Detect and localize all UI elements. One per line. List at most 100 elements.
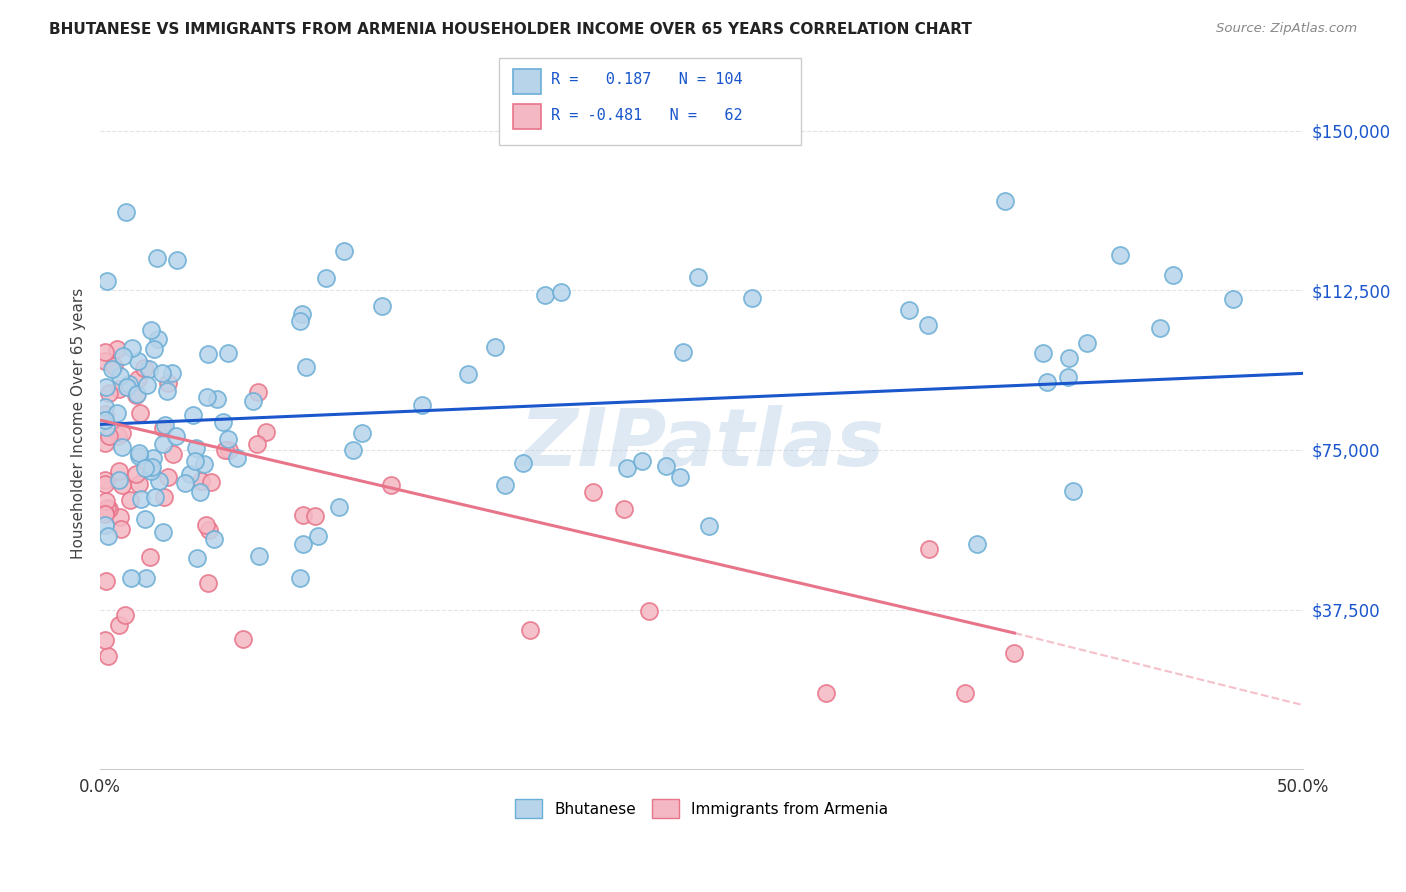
Point: [328, 500, 350, 515]
Point: [128, 446, 150, 460]
Point: [110, 522, 132, 536]
Point: [371, 299, 394, 313]
Point: [94, 400, 117, 414]
Point: [108, 618, 131, 632]
Point: [103, 359, 125, 373]
Point: [197, 347, 219, 361]
Point: [110, 369, 132, 384]
Text: Source: ZipAtlas.com: Source: ZipAtlas.com: [1216, 22, 1357, 36]
Point: [1062, 483, 1084, 498]
Point: [105, 342, 128, 356]
Point: [613, 501, 636, 516]
Point: [217, 346, 239, 360]
Point: [672, 345, 695, 359]
Point: [1002, 646, 1025, 660]
Point: [162, 447, 184, 461]
Point: [214, 442, 236, 457]
Point: [1222, 292, 1244, 306]
Point: [315, 271, 337, 285]
Point: [111, 440, 134, 454]
Point: [699, 519, 721, 533]
Point: [111, 426, 134, 441]
Point: [128, 477, 150, 491]
Point: [304, 508, 326, 523]
Point: [669, 469, 692, 483]
Point: [166, 252, 188, 267]
Point: [333, 244, 356, 258]
Point: [1032, 345, 1054, 359]
Point: [741, 292, 763, 306]
Point: [94, 344, 117, 359]
Y-axis label: Householder Income Over 65 years: Householder Income Over 65 years: [72, 288, 86, 559]
Point: [205, 392, 228, 406]
Point: [129, 492, 152, 507]
Text: R = -0.481   N =   62: R = -0.481 N = 62: [551, 108, 742, 122]
Point: [534, 288, 557, 302]
Point: [160, 366, 183, 380]
Point: [291, 508, 314, 522]
Text: ZIPatlas: ZIPatlas: [519, 405, 884, 483]
Point: [156, 376, 179, 390]
Point: [94, 508, 117, 522]
Point: [152, 524, 174, 539]
Point: [484, 340, 506, 354]
Point: [352, 426, 374, 441]
Text: R =   0.187   N = 104: R = 0.187 N = 104: [551, 72, 742, 87]
Point: [1076, 335, 1098, 350]
Point: [139, 549, 162, 564]
Point: [550, 285, 572, 299]
Point: [94, 633, 117, 648]
Point: [94, 435, 117, 450]
Point: [94, 473, 117, 487]
Point: [143, 490, 166, 504]
Point: [148, 474, 170, 488]
Point: [128, 449, 150, 463]
Point: [94, 477, 117, 491]
Point: [121, 341, 143, 355]
Point: [101, 362, 124, 376]
Point: [457, 367, 479, 381]
Point: [295, 359, 318, 374]
Point: [105, 406, 128, 420]
Point: [125, 388, 148, 402]
Point: [411, 398, 433, 412]
Point: [108, 510, 131, 524]
Point: [127, 371, 149, 385]
Point: [184, 453, 207, 467]
Point: [1057, 370, 1080, 384]
Point: [194, 518, 217, 533]
Point: [247, 384, 270, 399]
Legend: Bhutanese, Immigrants from Armenia: Bhutanese, Immigrants from Armenia: [509, 793, 894, 824]
Text: BHUTANESE VS IMMIGRANTS FROM ARMENIA HOUSEHOLDER INCOME OVER 65 YEARS CORRELATIO: BHUTANESE VS IMMIGRANTS FROM ARMENIA HOU…: [49, 22, 972, 37]
Point: [242, 394, 264, 409]
Point: [200, 475, 222, 490]
Point: [96, 274, 118, 288]
Point: [96, 419, 118, 434]
Point: [94, 380, 117, 394]
Point: [97, 502, 120, 516]
Point: [111, 350, 134, 364]
Point: [94, 574, 117, 589]
Point: [97, 385, 120, 400]
Point: [815, 686, 838, 700]
Point: [1109, 248, 1132, 262]
Point: [118, 492, 141, 507]
Point: [994, 194, 1017, 209]
Point: [917, 541, 939, 556]
Point: [955, 686, 977, 700]
Point: [107, 429, 129, 443]
Point: [128, 406, 150, 420]
Point: [96, 500, 118, 515]
Point: [138, 361, 160, 376]
Point: [143, 342, 166, 356]
Point: [165, 428, 187, 442]
Point: [152, 366, 174, 380]
Point: [181, 408, 204, 422]
Point: [218, 443, 240, 458]
Point: [94, 413, 117, 427]
Point: [125, 386, 148, 401]
Point: [155, 418, 177, 433]
Point: [616, 460, 638, 475]
Point: [247, 549, 270, 564]
Point: [190, 474, 212, 488]
